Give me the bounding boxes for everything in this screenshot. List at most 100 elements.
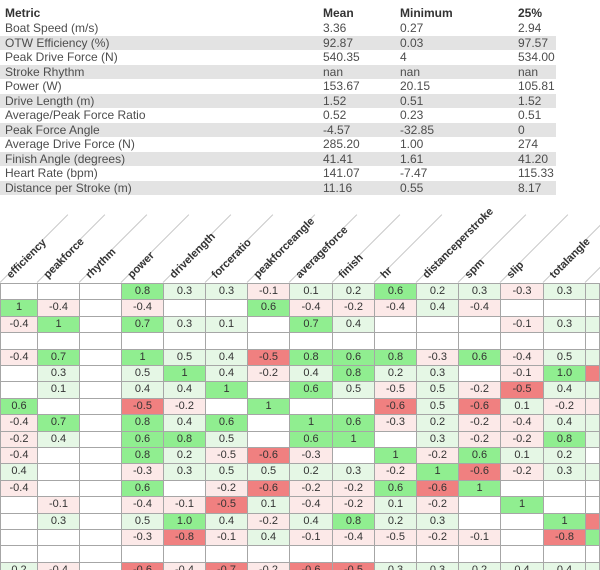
heatmap-cell: 1	[121, 348, 164, 367]
heatmap-cell: 0.5	[416, 397, 459, 416]
heatmap-column-label: totalangle	[547, 235, 593, 281]
heatmap-cell: 0.4	[416, 299, 459, 317]
heatmap-row: -0.4 0.6 -0.2 -0.6 -0.2 -0.2 0.6 -0.6 1	[0, 479, 600, 498]
heatmap-cell	[79, 397, 122, 416]
correlation-heatmap: 0.8 0.3 0.3 -0.1 0.1 0.2 0.6 0.2 0.3 -0.3 0.3 1 -0.4…	[0, 282, 600, 570]
heatmap-cell	[79, 430, 122, 449]
heatmap-cell: 0.1	[205, 315, 248, 334]
heatmap-cell	[79, 512, 122, 531]
heatmap-cell	[585, 529, 600, 547]
summary-cell-p25: 0	[518, 122, 556, 137]
heatmap-cell: 0.6	[332, 414, 375, 432]
heatmap-cell	[205, 397, 248, 416]
heatmap-cell	[247, 332, 290, 350]
heatmap-cell: 0.3	[163, 282, 206, 301]
heatmap-cell	[79, 282, 122, 301]
summary-cell-metric: Drive Length (m)	[0, 93, 323, 108]
summary-row: Power (W) 153.67 20.15 105.81	[0, 79, 556, 94]
heatmap-cell	[163, 479, 206, 498]
heatmap-cell	[0, 545, 38, 563]
heatmap-cell: 0.2	[374, 512, 417, 531]
heatmap-cell	[543, 479, 586, 498]
heatmap-cell: 0.4	[543, 561, 586, 570]
heatmap-cell	[458, 512, 501, 531]
heatmap-cell: 0.8	[121, 447, 164, 465]
heatmap-cell: -0.1	[205, 529, 248, 547]
heatmap-cell: 0.8	[121, 414, 164, 432]
heatmap-cell	[543, 545, 586, 563]
heatmap-cell	[585, 561, 600, 570]
heatmap-cell: 0.5	[543, 348, 586, 367]
heatmap-cell	[247, 315, 290, 334]
summary-cell-p25: 41.20	[518, 151, 556, 166]
heatmap-cell	[247, 545, 290, 563]
heatmap-cell: 0.8	[121, 282, 164, 301]
heatmap-cell: -0.4	[121, 496, 164, 514]
summary-row: OTW Efficiency (%) 92.87 0.03 97.57	[0, 35, 556, 50]
heatmap-cell: -0.2	[289, 479, 333, 498]
heatmap-cell	[543, 332, 586, 350]
heatmap-row: -0.4 0.7 0.8 0.4 0.6 1 0.6 -0.3 0.2 -0.2 -0.4 0.4	[0, 414, 600, 432]
heatmap-cell	[500, 299, 544, 317]
heatmap-cell	[121, 332, 164, 350]
heatmap-cell: 0.5	[332, 381, 375, 399]
metric-summary-table: Metric Mean Minimum 25% Boat Speed (m/s)…	[0, 5, 556, 195]
summary-row: Average Drive Force (N) 285.20 1.00 274	[0, 137, 556, 152]
heatmap-cell: 0.7	[289, 315, 333, 334]
summary-row: Distance per Stroke (m) 11.16 0.55 8.17	[0, 180, 556, 195]
heatmap-cell: 0.5	[205, 463, 248, 481]
heatmap-cell: 0.4	[543, 414, 586, 432]
heatmap-cell: -0.6	[416, 479, 459, 498]
summary-cell-mean: 1.52	[323, 93, 400, 108]
summary-cell-minimum: 1.61	[400, 151, 518, 166]
heatmap-cell	[205, 545, 248, 563]
heatmap-column-label: efficiency	[4, 236, 49, 281]
heatmap-cell	[585, 463, 600, 481]
heatmap-cell	[289, 397, 333, 416]
heatmap-cell: 0.5	[247, 463, 290, 481]
heatmap-cell	[79, 381, 122, 399]
heatmap-cell: 1	[374, 447, 417, 465]
heatmap-cell	[585, 299, 600, 317]
heatmap-cell: -0.1	[500, 365, 544, 383]
summary-cell-mean: 0.52	[323, 108, 347, 122]
heatmap-cell	[416, 332, 459, 350]
heatmap-cell	[37, 332, 80, 350]
heatmap-cell	[585, 332, 600, 350]
heatmap-cell: 0.4	[500, 561, 544, 570]
heatmap-header-diagonal-line	[0, 214, 69, 283]
heatmap-cell: 0.3	[163, 315, 206, 334]
heatmap-header-diagonal-line	[415, 214, 485, 283]
heatmap-header-diagonal-line	[246, 214, 316, 283]
summary-cell-p25: 115.33	[518, 166, 554, 180]
heatmap-cell	[585, 365, 600, 383]
heatmap-cell	[79, 463, 122, 481]
summary-cell-metric: Boat Speed (m/s)	[5, 21, 99, 35]
heatmap-cell: -0.3	[416, 348, 459, 367]
summary-cell-metric: Peak Drive Force (N)	[5, 50, 118, 64]
heatmap-cell: -0.4	[0, 348, 38, 367]
heatmap-cell	[0, 529, 38, 547]
summary-cell-p25: 2.94	[518, 21, 542, 35]
heatmap-cell: -0.2	[458, 381, 501, 399]
heatmap-cell	[247, 430, 290, 449]
heatmap-cell: -0.3	[121, 463, 164, 481]
heatmap-header-diagonal-line	[331, 214, 401, 283]
heatmap-cell	[332, 397, 375, 416]
heatmap-cell	[585, 381, 600, 399]
heatmap-header-diagonal-line	[36, 214, 106, 283]
summary-cell-p25: 534.00	[518, 50, 555, 64]
heatmap-column-label: averageforce	[293, 224, 351, 281]
heatmap-cell: -0.2	[247, 365, 290, 383]
heatmap-cell: -0.6	[458, 463, 501, 481]
heatmap-cell	[163, 332, 206, 350]
heatmap-cell	[500, 545, 544, 563]
heatmap-cell: -0.2	[374, 463, 417, 481]
heatmap-cell	[500, 512, 544, 531]
heatmap-cell: 0.6	[121, 479, 164, 498]
summary-cell-p25: 1.52	[518, 93, 556, 108]
heatmap-cell	[332, 545, 375, 563]
heatmap-cell	[374, 332, 417, 350]
heatmap-cell: -0.4	[458, 299, 501, 317]
heatmap-cell: 0.6	[205, 414, 248, 432]
